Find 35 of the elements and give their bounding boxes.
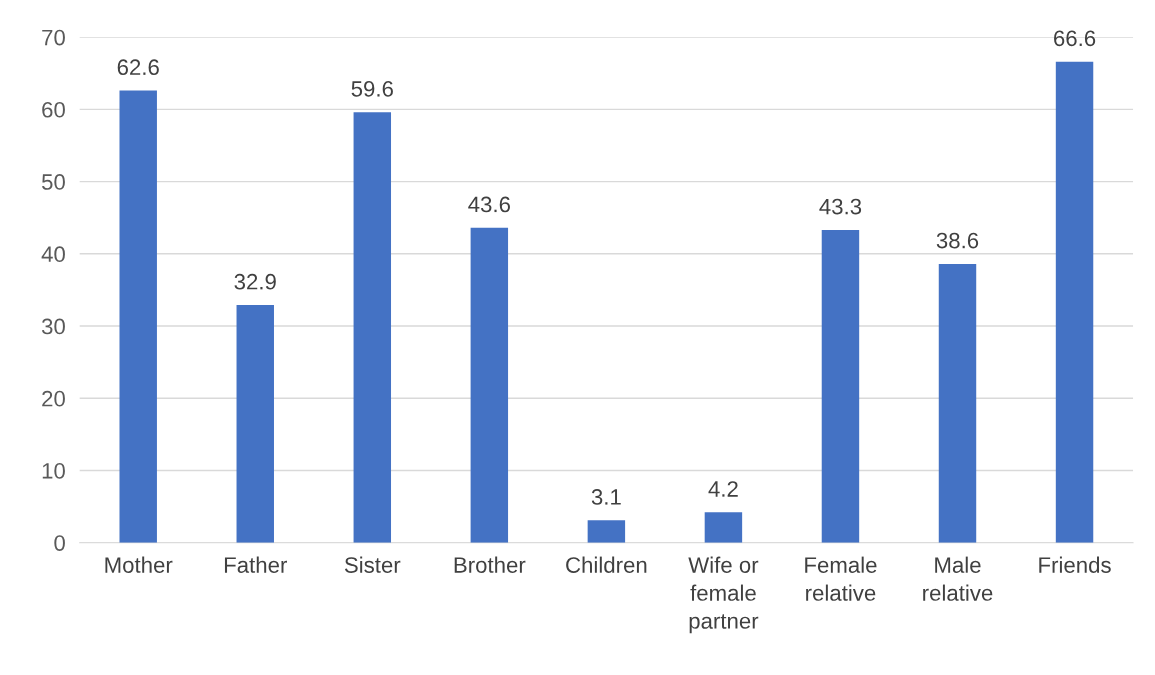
y-tick-label: 70	[42, 29, 65, 46]
x-tick-label: Children	[566, 556, 647, 573]
bar	[938, 263, 977, 543]
bar	[353, 112, 392, 543]
bar	[470, 227, 509, 543]
bar	[587, 520, 626, 543]
data-label: 62.6	[117, 59, 159, 76]
bar	[704, 512, 743, 543]
data-label: 32.9	[234, 273, 276, 290]
x-tick-label: Female relative	[805, 556, 877, 601]
y-tick-label: 60	[42, 101, 65, 118]
x-tick-label: Father	[224, 556, 287, 573]
y-tick-label: 50	[41, 174, 65, 190]
x-tick-label: Sister	[344, 556, 401, 573]
x-tick-label: Brother	[454, 556, 526, 573]
bar	[119, 90, 157, 543]
data-label: 38.6	[936, 232, 979, 249]
y-tick-label: 30	[41, 318, 65, 335]
x-tick-label: Wife or female partner	[688, 556, 759, 634]
data-label: 43.6	[468, 196, 510, 213]
y-tick-label: 0	[54, 535, 65, 551]
y-tick-label: 40	[41, 246, 65, 263]
x-tick-label: Mother	[105, 556, 173, 573]
data-label: 59.6	[351, 81, 393, 97]
bar	[821, 229, 860, 543]
y-tick-label: 20	[42, 390, 65, 407]
data-label: 4.2	[708, 481, 738, 497]
x-tick-label: Male relative	[923, 556, 993, 601]
data-label: 43.3	[819, 198, 862, 215]
y-tick-label: 10	[42, 463, 65, 479]
x-tick-label: Friends	[1039, 556, 1111, 573]
data-label: 66.6	[1054, 30, 1096, 47]
bar	[1055, 61, 1094, 543]
data-label: 3.1	[591, 489, 621, 505]
bar	[236, 305, 274, 543]
